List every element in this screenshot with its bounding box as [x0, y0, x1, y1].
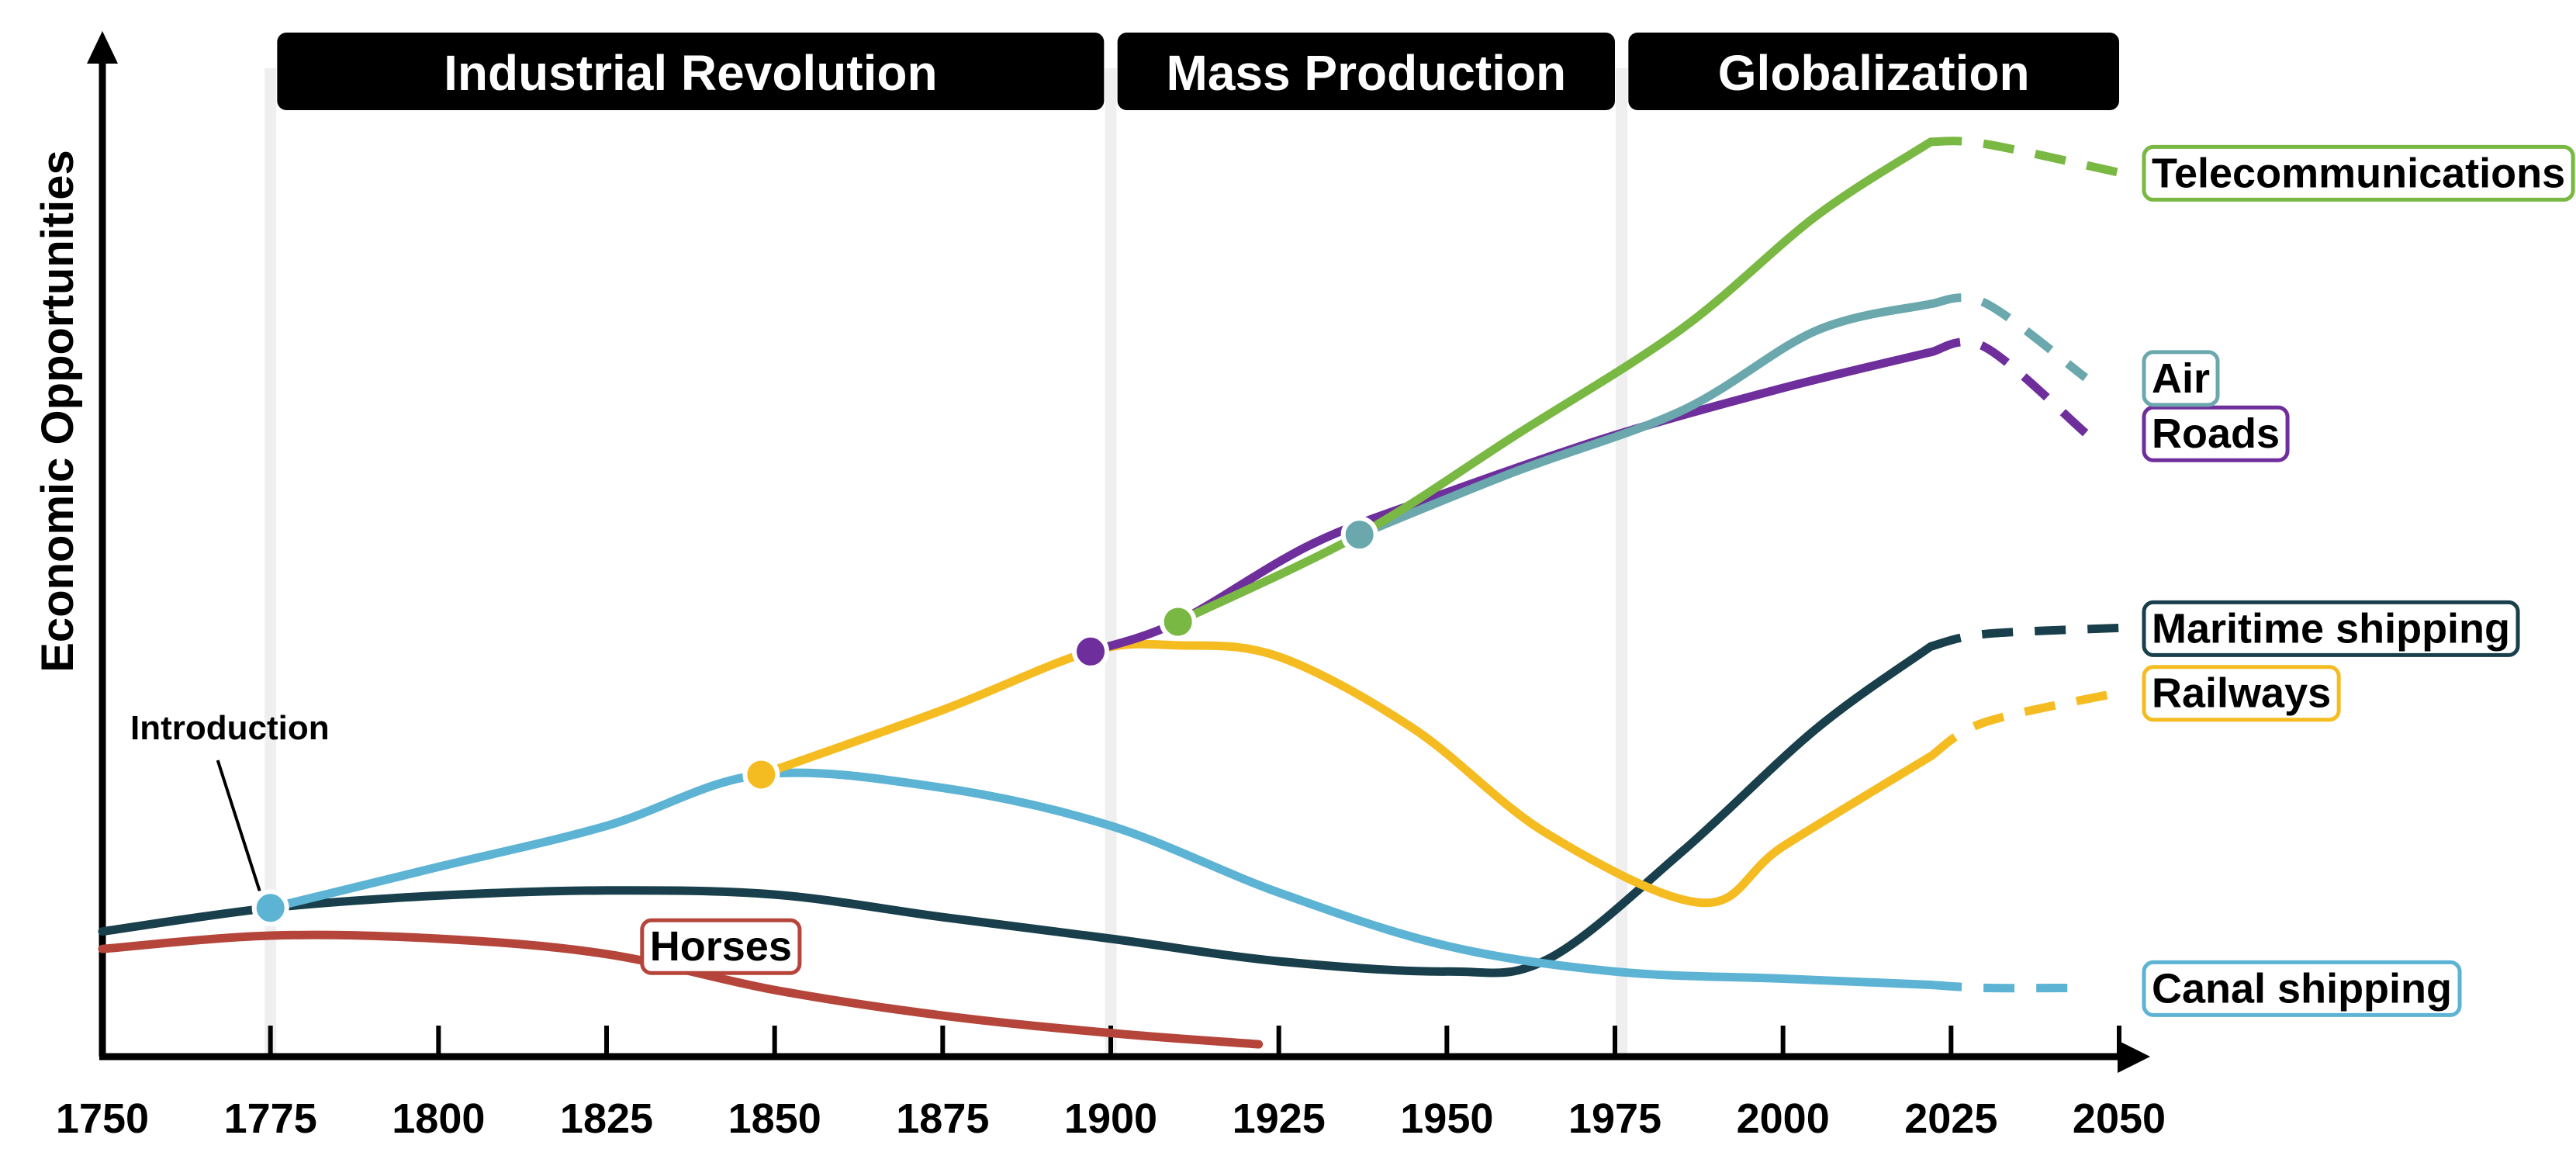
- introduction-annotation: Introduction: [130, 709, 330, 747]
- series-label-telecommunications: Telecommunications: [2152, 150, 2565, 196]
- series-projection-telecommunications: [1931, 137, 2121, 177]
- series-labels: Horses Maritime shipping Canal shipping Rai…: [640, 144, 2575, 1017]
- x-tick-label-1950: 1950: [1400, 1095, 1493, 1142]
- series-label-horses: Horses: [650, 923, 792, 970]
- x-tick-label-1925: 1925: [1233, 1095, 1326, 1142]
- intro-marker-roads: [1072, 632, 1109, 670]
- series-label-frame-roads: [2142, 405, 2290, 462]
- series-label-frame-canal-shipping: [2142, 960, 2462, 1017]
- series-label-box-horses: Horses: [640, 918, 802, 975]
- intro-marker-canal-shipping: [251, 889, 289, 927]
- axes: Economic Opportunities: [33, 31, 2150, 1073]
- x-tick-label-1825: 1825: [560, 1095, 653, 1142]
- y-axis-arrow: [87, 31, 118, 64]
- series-label-box-air: Air: [2142, 350, 2220, 407]
- annotation: Introduction: [130, 709, 330, 891]
- series-label-roads: Roads: [2152, 410, 2280, 457]
- era-label-globalization: Globalization: [1718, 45, 2030, 101]
- series-label-air: Air: [2152, 355, 2210, 402]
- x-tick-label-1875: 1875: [896, 1095, 989, 1142]
- series-line-canal-shipping: [266, 768, 1935, 989]
- x-tick-label-1850: 1850: [728, 1095, 821, 1142]
- introduction-markers: [251, 516, 1378, 927]
- x-tick-label-1775: 1775: [224, 1095, 317, 1142]
- series-line-air: [1355, 299, 1935, 539]
- x-tick-label-2050: 2050: [2073, 1095, 2166, 1142]
- x-tick-label-2000: 2000: [1737, 1095, 1830, 1142]
- series-label-box-maritime-shipping: Maritime shipping: [2142, 600, 2520, 657]
- series-line-railways: [756, 639, 1935, 908]
- era-headers: Industrial Revolution Mass Production Glob…: [277, 33, 2119, 110]
- series-line-maritime-shipping: [98, 642, 1935, 978]
- series-label-box-canal-shipping: Canal shipping: [2142, 960, 2462, 1017]
- era-dividers: [265, 68, 1628, 1057]
- introduction-pointer-line: [216, 760, 261, 891]
- series-label-box-roads: Roads: [2142, 405, 2290, 462]
- series-projection-maritime-shipping: [1929, 623, 2120, 651]
- series-label-railways: Railways: [2152, 670, 2331, 717]
- series-label-box-railways: Railways: [2142, 665, 2341, 722]
- x-tick-label-1750: 1750: [56, 1095, 149, 1142]
- intro-marker-railways: [742, 756, 780, 794]
- x-tick-label-2025: 2025: [1904, 1095, 1997, 1142]
- intro-marker-telecommunications: [1159, 603, 1197, 641]
- series-projection-roads: [1930, 337, 2089, 437]
- era-label-industrial-revolution: Industrial Revolution: [444, 45, 937, 101]
- x-axis-ticks: 1750 1775 1800 1825 1850 1875 1900 1925 1950 1975…: [56, 1026, 2166, 1142]
- series-label-frame-horses: [640, 918, 802, 975]
- series-line-telecommunications: [1174, 137, 1935, 626]
- era-bar-industrial-revolution: [277, 33, 1105, 110]
- era-bar-globalization: [1628, 33, 2119, 110]
- series-label-frame-maritime-shipping: [2142, 600, 2520, 657]
- era-label-mass-production: Mass Production: [1167, 45, 1567, 101]
- x-tick-label-1900: 1900: [1064, 1095, 1157, 1142]
- series-projection-air: [1930, 293, 2088, 382]
- intro-marker-air: [1340, 516, 1378, 554]
- series-label-box-telecommunications: Telecommunications: [2142, 144, 2575, 202]
- series-label-frame-air: [2142, 350, 2220, 407]
- x-tick-label-1800: 1800: [392, 1095, 485, 1142]
- series-label-maritime-shipping: Maritime shipping: [2152, 605, 2510, 652]
- series-label-frame-telecommunications: [2142, 144, 2575, 202]
- era-bar-mass-production: [1117, 33, 1615, 110]
- series-label-canal-shipping: Canal shipping: [2152, 965, 2452, 1012]
- y-axis-title: Economic Opportunities: [33, 150, 83, 673]
- x-tick-label-1975: 1975: [1568, 1095, 1661, 1142]
- series-lines: [98, 137, 2121, 1049]
- series-projection-canal-shipping: [1930, 981, 2086, 993]
- x-axis-arrow: [2118, 1040, 2150, 1073]
- series-label-frame-railways: [2142, 665, 2341, 722]
- series-projection-railways: [1928, 688, 2121, 760]
